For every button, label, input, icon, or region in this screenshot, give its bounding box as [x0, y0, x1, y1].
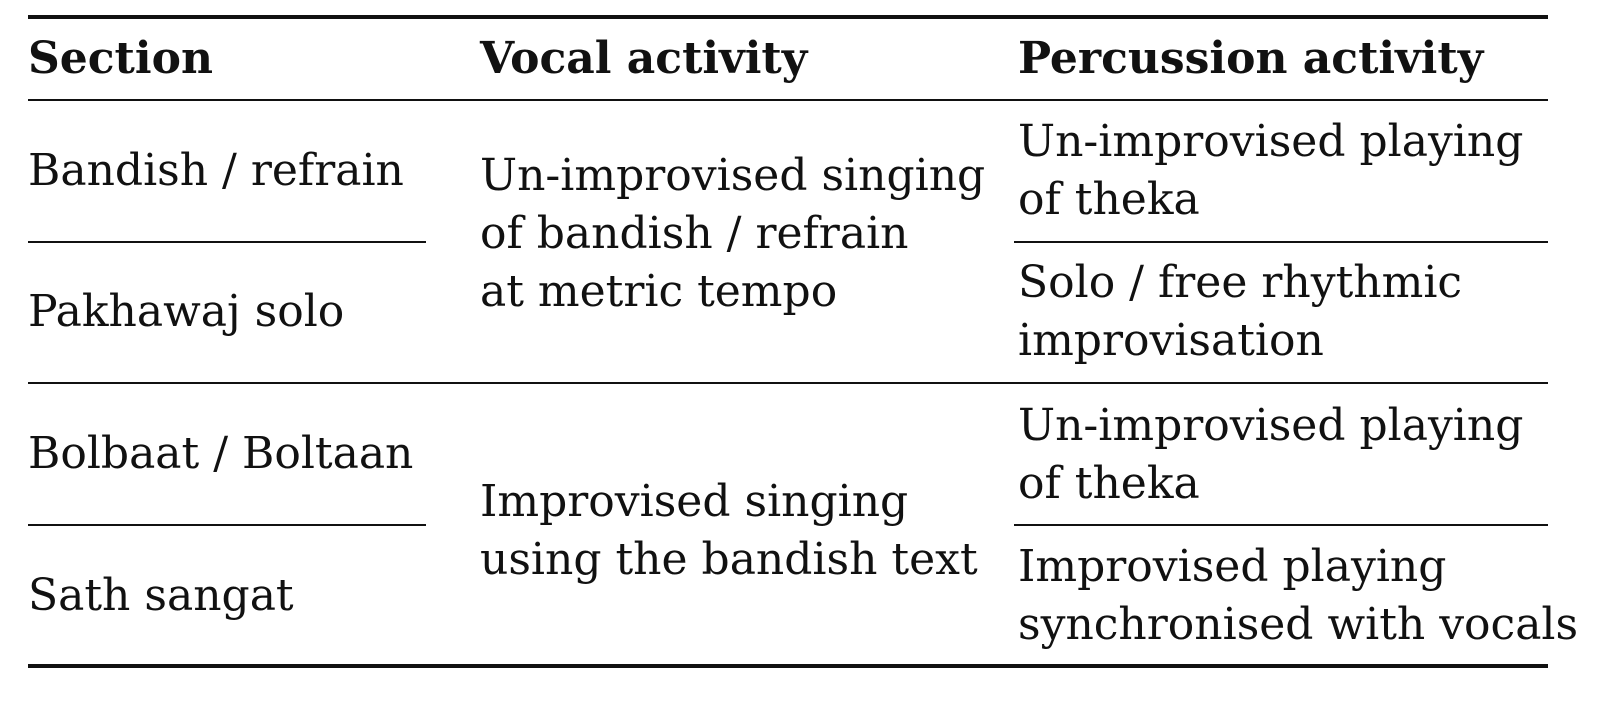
- section-cell: Bolbaat / Boltaan: [28, 428, 414, 479]
- percussion-activity-cell: Un-improvised playing of theka: [1018, 116, 1524, 225]
- section-cell: Sath sangat: [28, 570, 294, 621]
- percussion-activity-cell: Solo / free rhythmic improvisation: [1018, 257, 1463, 366]
- group-divider-rule: [28, 382, 1548, 384]
- header-rule: [28, 99, 1548, 101]
- vocal-activity-cell: Un-improvised singing of bandish / refra…: [480, 150, 986, 317]
- vocal-activity-cell: Improvised singing using the bandish tex…: [480, 476, 978, 585]
- bottom-rule: [28, 664, 1548, 668]
- percussion-activity-cell: Improvised playing synchronised with voc…: [1018, 541, 1579, 650]
- header-percussion-activity: Percussion activity: [1018, 33, 1484, 84]
- row-rule-percussion-2: [1014, 524, 1548, 526]
- row-rule-section-1: [28, 241, 426, 243]
- top-rule: [28, 15, 1548, 19]
- section-cell: Pakhawaj solo: [28, 286, 345, 337]
- section-cell: Bandish / refrain: [28, 145, 404, 196]
- row-rule-percussion-1: [1014, 241, 1548, 243]
- header-vocal-activity: Vocal activity: [480, 33, 808, 84]
- row-rule-section-2: [28, 524, 426, 526]
- header-section: Section: [28, 33, 213, 84]
- percussion-activity-cell: Un-improvised playing of theka: [1018, 400, 1524, 509]
